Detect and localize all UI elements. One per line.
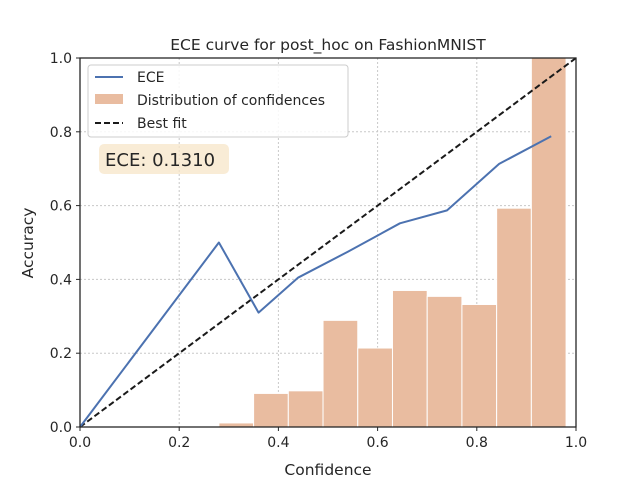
y-tick-label: 0.4 — [50, 272, 72, 288]
legend-ece-label: ECE — [137, 70, 164, 86]
histogram-bar — [391, 289, 428, 428]
x-axis-ticks: 0.0 0.2 0.4 0.6 0.8 1.0 — [69, 427, 587, 451]
y-tick-label: 0.8 — [50, 125, 72, 141]
legend-histogram-swatch — [95, 94, 123, 104]
plot-lines — [79, 57, 577, 428]
y-tick-label: 0.6 — [50, 199, 72, 215]
x-axis-label: Confidence — [284, 461, 371, 479]
x-tick-label: 0.4 — [267, 435, 289, 451]
ece-annotation: ECE: 0.1310 — [99, 144, 229, 174]
histogram-bar — [322, 319, 359, 428]
ece-annotation-text: ECE: 0.1310 — [105, 150, 215, 171]
legend: ECE Distribution of confidences Best fit — [87, 64, 349, 138]
y-tick-label: 0.2 — [50, 346, 72, 362]
ece-annotation-box — [99, 144, 229, 174]
y-tick-label: 1.0 — [50, 51, 72, 67]
histogram-bar — [530, 57, 567, 428]
plot-frame — [79, 57, 577, 428]
legend-best-fit-label: Best fit — [137, 116, 187, 132]
chart-title: ECE curve for post_hoc on FashionMNIST — [170, 36, 486, 55]
histogram-bar — [426, 295, 463, 428]
legend-histogram-label: Distribution of confidences — [137, 93, 325, 109]
x-tick-label: 1.0 — [565, 435, 587, 451]
histogram-bar — [496, 207, 532, 428]
x-tick-label: 0.6 — [366, 435, 388, 451]
histogram-bars — [218, 57, 567, 428]
y-axis-label: Accuracy — [19, 208, 37, 279]
histogram-bar — [357, 347, 393, 428]
y-tick-label: 0.0 — [50, 420, 72, 436]
histogram-bar — [287, 390, 324, 428]
ece-curve-line — [79, 135, 552, 428]
x-tick-label: 0.0 — [69, 435, 91, 451]
best-fit-line — [79, 57, 577, 428]
x-tick-label: 0.8 — [466, 435, 488, 451]
y-axis-ticks: 0.0 0.2 0.4 0.6 0.8 1.0 — [50, 51, 80, 436]
histogram-bar — [461, 303, 498, 428]
x-tick-label: 0.2 — [168, 435, 190, 451]
legend-box — [87, 64, 349, 138]
histogram-bar — [253, 392, 289, 428]
